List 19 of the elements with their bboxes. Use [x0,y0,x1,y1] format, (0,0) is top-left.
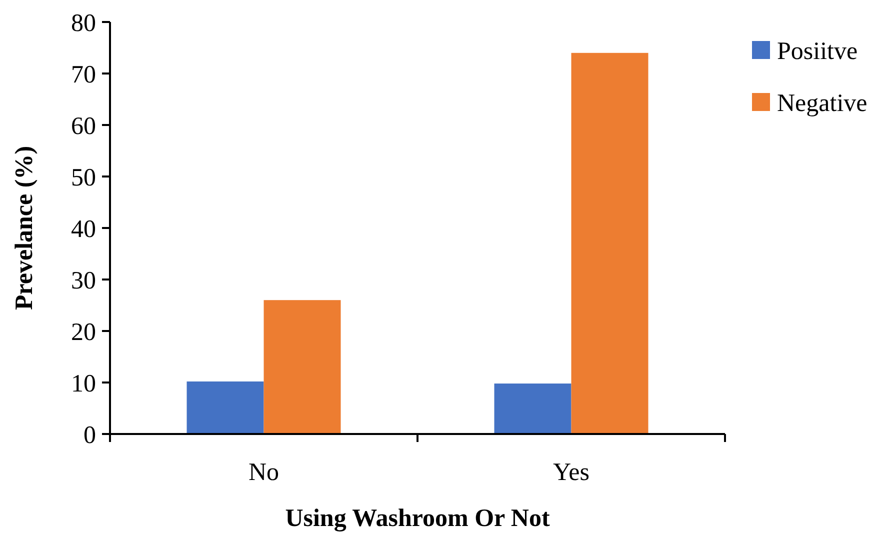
legend-label: Negative [777,90,868,117]
y-tick-label: 0 [84,422,96,449]
y-tick-label: 80 [71,10,96,37]
x-tick-label: No [248,459,280,486]
bar [494,384,572,434]
y-tick-label: 50 [71,164,96,192]
y-tick-label: 30 [71,267,96,294]
y-tick-label: 20 [71,318,96,346]
bar [264,300,341,434]
x-tick-label: Yes [553,459,590,486]
y-axis-title: Prevelance (%) [11,146,38,310]
bar [571,52,648,434]
y-tick-label: 60 [71,112,96,140]
y-tick-label: 10 [71,370,96,398]
y-tick-label: 70 [71,61,96,88]
x-axis-title: Using Washroom Or Not [285,505,550,532]
y-tick-label: 40 [71,216,96,243]
bar [186,381,264,434]
legend-label: Posiitve [777,38,858,65]
